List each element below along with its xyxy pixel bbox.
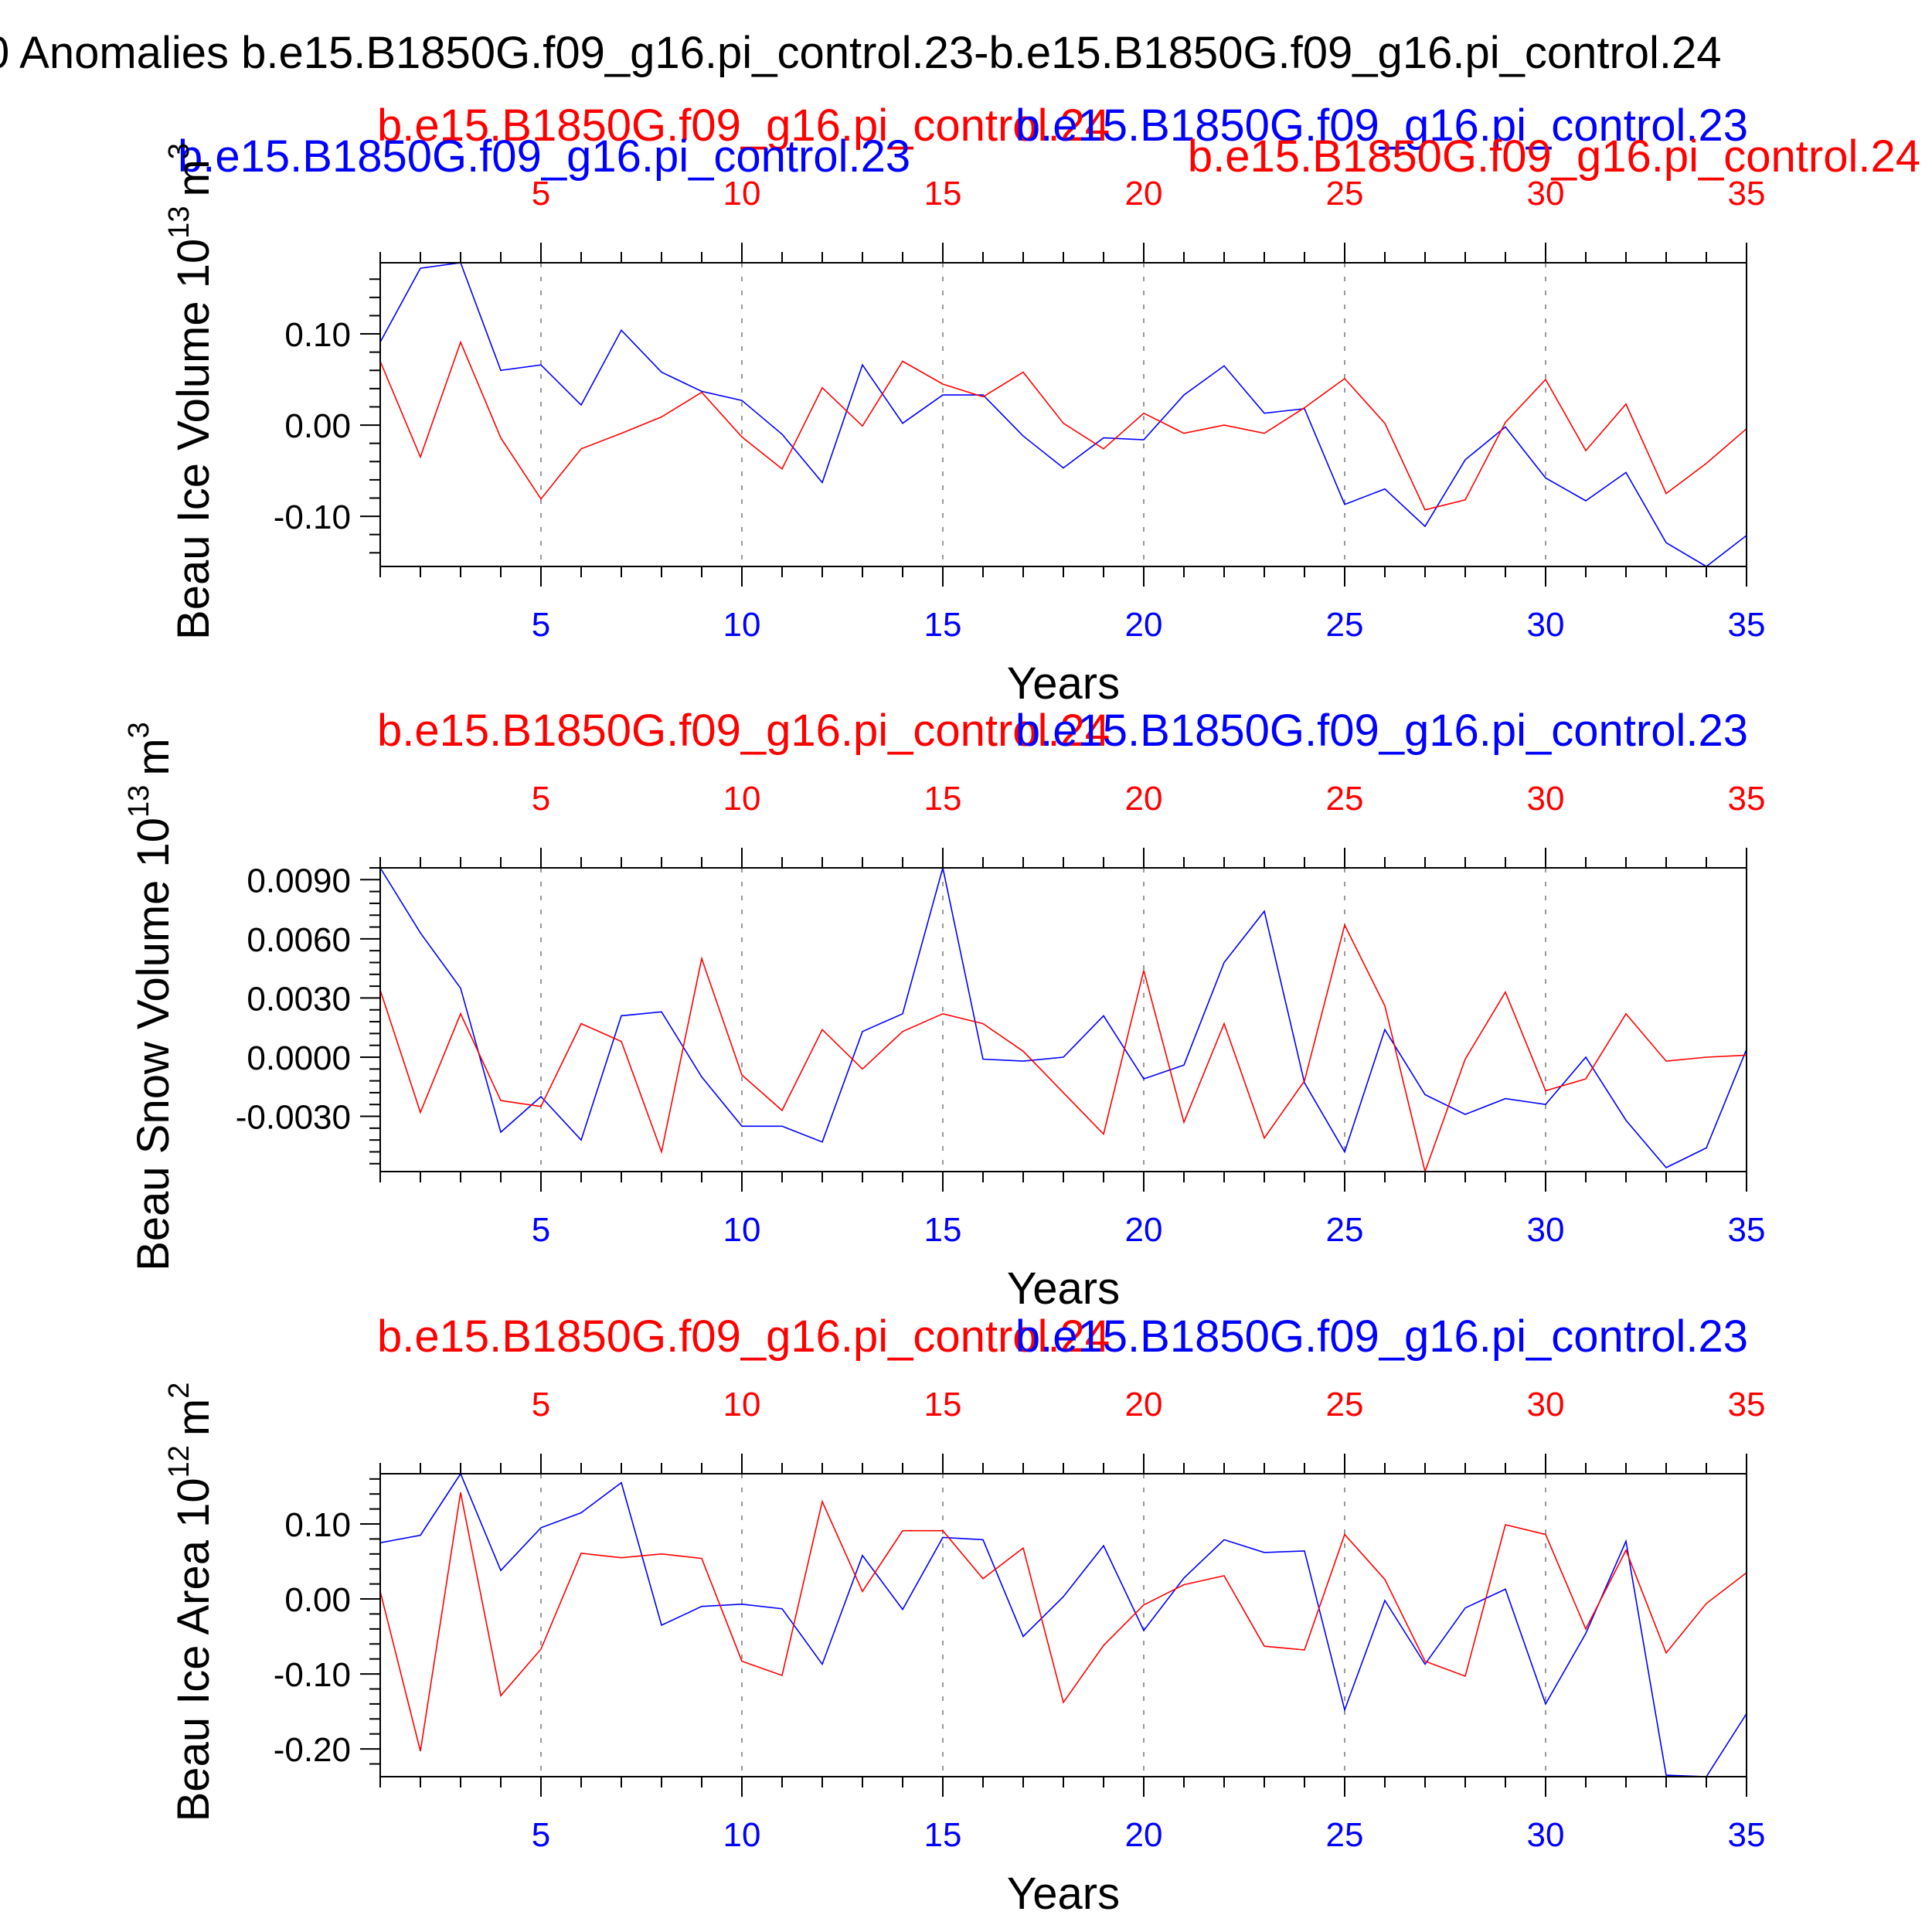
x-tick-label-top: 25: [1326, 175, 1364, 213]
chart-panel-1: -0.10 0.00 0.10 5 5 10 10 15 15 20 20 25 25 30 30 35 35 Y…: [163, 100, 1920, 709]
y-tick-label: -0.10: [274, 1656, 351, 1694]
y-tick-label: -0.10: [274, 498, 351, 536]
x-tick-label-top: 15: [924, 1386, 962, 1423]
x-axis-label: Years: [1007, 1869, 1120, 1919]
x-tick-label-bottom: 30: [1527, 1211, 1565, 1249]
x-tick-label-top: 30: [1527, 780, 1565, 818]
y-tick-label: 0.10: [284, 316, 351, 354]
series-label-control-24: b.e15.B1850G.f09_g16.pi_control.24: [377, 706, 1110, 756]
series-label-control-23-secondary: b.e15.B1850G.f09_g16.pi_control.23: [178, 131, 910, 182]
series-line-control-23: [379, 867, 1747, 1168]
chart-panel-2: -0.0030 0.0000 0.0030 0.0060 0.0090 5 5 10 10 15 1…: [123, 706, 1765, 1314]
series-label-control-24: b.e15.B1850G.f09_g16.pi_control.24: [377, 1311, 1110, 1362]
y-axis-label-unit-exponent: 3: [123, 722, 155, 738]
x-tick-label-bottom: 20: [1125, 606, 1163, 644]
x-tick-label-bottom: 25: [1326, 1211, 1364, 1249]
x-tick-label-top: 10: [723, 780, 761, 818]
x-tick-label-top: 5: [532, 175, 550, 213]
x-tick-label-bottom: 5: [532, 1816, 550, 1854]
y-tick-label: 0.00: [284, 407, 351, 445]
series-line-control-23: [379, 262, 1747, 567]
x-tick-label-bottom: 10: [723, 1211, 761, 1249]
x-tick-label-top: 15: [924, 780, 962, 818]
y-axis-label-text: Beau Snow Volume 10: [128, 818, 179, 1271]
x-tick-label-top: 35: [1728, 175, 1766, 213]
x-axis-label: Years: [1007, 1264, 1120, 1314]
x-tick-label-bottom: 35: [1728, 1211, 1766, 1249]
y-axis-label: Beau Ice Volume 1013 m3: [163, 143, 219, 640]
y-axis-label-unit-exponent: 2: [163, 1383, 196, 1399]
y-axis-label-unit: m: [168, 1399, 219, 1436]
x-tick-label-bottom: 15: [924, 1211, 962, 1249]
figure-title: 0 Anomalies b.e15.B1850G.f09_g16.pi_cont…: [0, 28, 1722, 78]
y-tick-label: 0.0000: [247, 1039, 351, 1077]
series-line-control-24: [379, 340, 1747, 511]
x-tick-label-bottom: 5: [532, 1211, 550, 1249]
series-label-control-23: b.e15.B1850G.f09_g16.pi_control.23: [1015, 706, 1748, 756]
y-tick-label: 0.0060: [247, 921, 351, 959]
x-tick-label-bottom: 5: [532, 606, 550, 644]
x-tick-label-top: 30: [1527, 1386, 1565, 1423]
x-tick-label-bottom: 15: [924, 606, 962, 644]
x-tick-label-bottom: 35: [1728, 1816, 1766, 1854]
y-tick-label: -0.20: [274, 1731, 351, 1769]
x-tick-label-top: 5: [532, 780, 550, 818]
x-tick-label-bottom: 25: [1326, 1816, 1364, 1854]
y-tick-label: -0.0030: [236, 1099, 351, 1137]
x-tick-label-top: 35: [1728, 780, 1766, 818]
x-tick-label-bottom: 30: [1527, 1816, 1565, 1854]
y-axis-label-unit-exponent: 3: [163, 143, 196, 159]
y-axis-label-unit: m: [128, 738, 179, 775]
series-label-control-23: b.e15.B1850G.f09_g16.pi_control.23: [1015, 100, 1748, 151]
y-tick-label: 0.00: [284, 1581, 351, 1619]
y-axis-label-exponent: 13: [123, 785, 155, 818]
series-label-control-24-secondary: b.e15.B1850G.f09_g16.pi_control.24: [1188, 131, 1920, 182]
x-tick-label-top: 10: [723, 1386, 761, 1423]
x-tick-label-top: 10: [723, 175, 761, 213]
x-tick-label-bottom: 35: [1728, 606, 1766, 644]
plot-frame: [379, 1473, 1747, 1777]
plot-frame: [379, 262, 1747, 567]
x-tick-label-top: 30: [1527, 175, 1565, 213]
y-axis-label-text: Beau Ice Area 10: [168, 1478, 219, 1821]
x-tick-label-top: 20: [1125, 780, 1163, 818]
x-tick-label-bottom: 10: [723, 606, 761, 644]
y-tick-label: 0.0090: [247, 862, 351, 900]
x-tick-label-bottom: 15: [924, 1816, 962, 1854]
y-axis-label-exponent: 13: [163, 206, 196, 239]
y-axis-label: Beau Snow Volume 1013 m3: [123, 722, 179, 1271]
series-line-control-23: [379, 1472, 1747, 1777]
x-tick-label-top: 20: [1125, 175, 1163, 213]
x-tick-label-top: 15: [924, 175, 962, 213]
y-tick-label: 0.0030: [247, 980, 351, 1018]
x-axis-label: Years: [1007, 658, 1120, 709]
x-tick-label-top: 5: [532, 1386, 550, 1423]
chart-panel-3: -0.20 -0.10 0.00 0.10 5 5 10 10 15 15 20 20 25 25 30 30…: [163, 1311, 1765, 1919]
x-tick-label-bottom: 25: [1326, 606, 1364, 644]
plot-frame: [379, 867, 1747, 1172]
y-axis-label-unit: m: [168, 159, 219, 196]
y-axis-label-text: Beau Ice Volume 10: [168, 239, 219, 640]
y-axis-label-exponent: 12: [163, 1445, 196, 1478]
series-label-control-23: b.e15.B1850G.f09_g16.pi_control.23: [1015, 1311, 1748, 1362]
x-tick-label-bottom: 30: [1527, 606, 1565, 644]
x-tick-label-bottom: 20: [1125, 1816, 1163, 1854]
x-tick-label-bottom: 10: [723, 1816, 761, 1854]
x-tick-label-top: 35: [1728, 1386, 1766, 1423]
y-axis-label: Beau Ice Area 1012 m2: [163, 1383, 219, 1822]
series-label-control-24: b.e15.B1850G.f09_g16.pi_control.24: [377, 100, 1110, 151]
x-tick-label-top: 25: [1326, 780, 1364, 818]
y-tick-label: 0.10: [284, 1506, 351, 1544]
x-tick-label-top: 25: [1326, 1386, 1364, 1423]
series-line-control-24: [379, 923, 1747, 1174]
x-tick-label-top: 20: [1125, 1386, 1163, 1423]
series-line-control-24: [379, 1492, 1747, 1752]
x-tick-label-bottom: 20: [1125, 1211, 1163, 1249]
